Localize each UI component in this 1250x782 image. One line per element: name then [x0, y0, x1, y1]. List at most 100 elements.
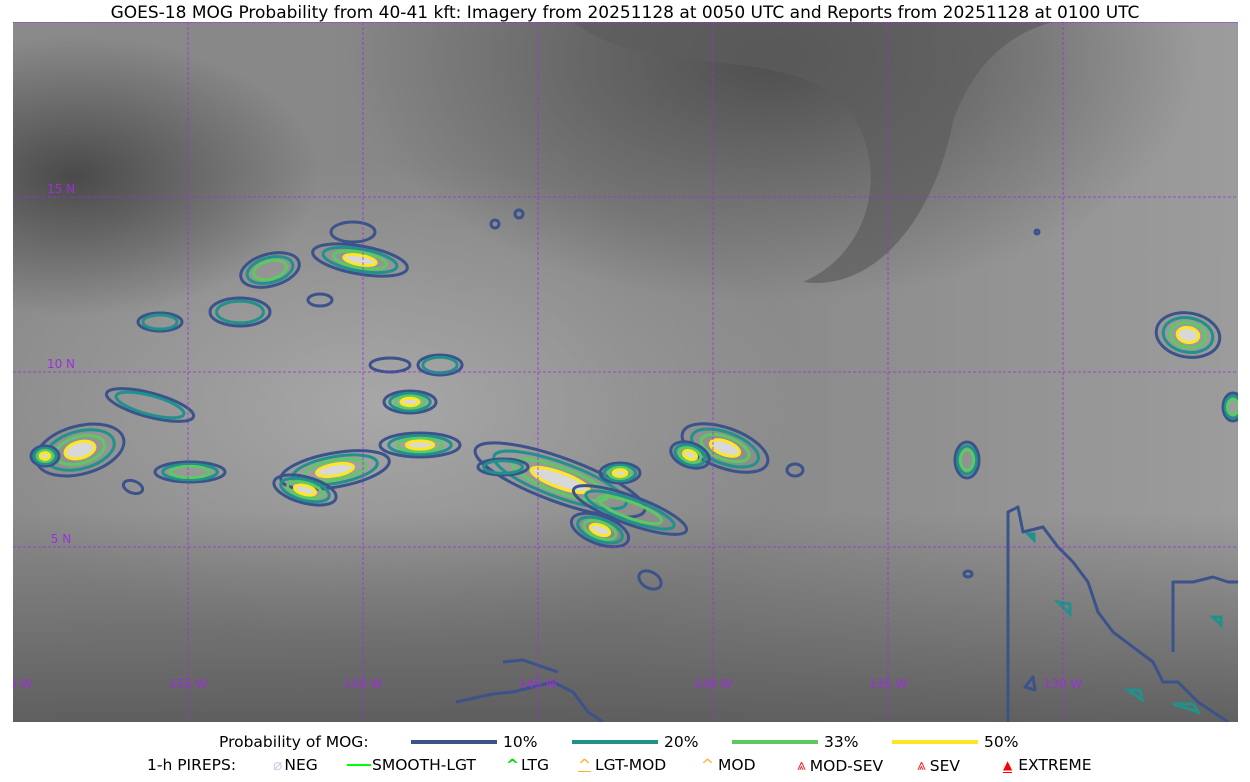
contour-20pct — [584, 489, 676, 531]
pirep-lgt-mod: ^ LGT-MOD — [578, 756, 667, 774]
contour-33pct — [168, 464, 212, 480]
lon-label: 150 W — [344, 677, 383, 691]
contour-10pct — [962, 569, 974, 579]
contour-50pct — [708, 438, 742, 458]
contour-20pct — [956, 444, 978, 476]
contour-10pct — [1033, 228, 1041, 236]
contour-10pct — [502, 658, 559, 674]
double-caret-icon: ⩓ — [917, 756, 926, 774]
contour-20pct — [279, 476, 331, 504]
contour-20pct — [690, 427, 760, 469]
contour-33pct — [396, 436, 444, 454]
contour-20pct — [387, 434, 453, 456]
contour-20pct — [32, 446, 58, 466]
contour-10pct — [153, 460, 227, 484]
pireps-legend-label: 1-h PIREPS: — [147, 756, 237, 774]
contour-10pct — [279, 449, 391, 491]
contour-50pct — [38, 451, 52, 461]
swatch-10 — [411, 740, 497, 744]
double-caret-icon: ^ — [701, 756, 714, 774]
contour-20pct — [1223, 394, 1238, 420]
contour-10pct — [598, 461, 642, 485]
contour-10pct — [637, 569, 663, 591]
contour-10pct — [476, 457, 530, 477]
contour-50pct — [588, 522, 612, 538]
contour-20pct — [388, 391, 432, 413]
contour-10pct — [1023, 675, 1037, 692]
contour-10pct — [329, 220, 377, 244]
contour-20pct — [1172, 702, 1202, 715]
pirep-extreme: ▲ EXTREME — [1003, 756, 1092, 774]
contour-50pct — [1175, 325, 1201, 345]
contour-20pct — [215, 299, 265, 325]
pirep-mod-sev: ⩓ MOD-SEV — [797, 756, 884, 775]
swatch-50 — [892, 740, 978, 744]
contour-10pct — [136, 311, 184, 333]
pirep-ltg: ^ LTG — [506, 756, 549, 774]
line-icon — [347, 764, 371, 766]
contour-10pct — [571, 484, 689, 536]
contour-33pct — [331, 249, 389, 271]
contour-10pct — [953, 440, 981, 480]
contour-20pct — [421, 355, 459, 375]
contour-33pct — [1225, 397, 1238, 417]
contour-33pct — [958, 448, 976, 472]
contour-10pct — [513, 208, 525, 220]
probability-legend-label: Probability of MOG: — [219, 733, 369, 751]
nested-caret-icon: ⩓ — [797, 756, 806, 774]
contour-10pct — [306, 292, 334, 308]
lon-label: 130 W — [1044, 677, 1083, 691]
map-title: GOES-18 MOG Probability from 40-41 kft: … — [110, 3, 1140, 23]
neg-circle-slash-icon: ⌀ — [273, 756, 283, 774]
contour-10pct — [669, 440, 711, 470]
contour-33pct — [252, 258, 288, 282]
contour-50pct — [611, 468, 629, 478]
contour-20pct — [1024, 532, 1036, 544]
contour-50pct — [342, 253, 378, 267]
lat-label: 15 N — [47, 182, 75, 196]
legend-50: 50% — [892, 733, 1018, 751]
contour-10pct — [1154, 311, 1222, 359]
contour-10pct — [378, 431, 462, 459]
contour-10pct — [489, 218, 501, 230]
contour-10pct — [785, 462, 805, 478]
contour-10pct — [1006, 505, 1229, 722]
contour-50pct — [681, 449, 699, 461]
contour-33pct — [393, 394, 427, 410]
lon-label: 145 W — [519, 677, 558, 691]
filled-triangle-icon: ▲ — [1003, 757, 1013, 773]
contour-10pct — [382, 389, 438, 415]
contour-20pct — [1161, 316, 1215, 354]
pirep-neg: ⌀ NEG — [273, 756, 318, 774]
contour-20pct — [1123, 688, 1145, 704]
contour-20pct — [482, 459, 524, 475]
contour-20pct — [492, 449, 628, 511]
contour-33pct — [582, 519, 618, 541]
pirep-mod: ^ MOD — [701, 756, 756, 774]
lon-label: 155 W — [169, 677, 208, 691]
swatch-33 — [732, 740, 818, 744]
underlined-caret-icon: ^ — [578, 756, 591, 774]
lon-label: 135 W — [869, 677, 908, 691]
contour-10pct — [272, 473, 338, 507]
contour-20pct — [1053, 599, 1072, 618]
contour-20pct — [602, 463, 638, 483]
contour-33pct — [607, 465, 633, 481]
lat-lon-grid: 160 W 155 W 150 W 145 W 140 W 135 W 130 W 15 N 1… — [13, 22, 1238, 722]
contour-10pct — [416, 353, 464, 377]
contour-20pct — [1209, 615, 1223, 629]
lat-label: 5 N — [51, 532, 71, 546]
contour-50pct — [399, 396, 421, 408]
contour-10pct — [1221, 391, 1238, 423]
contour-33pct — [35, 448, 55, 464]
lon-label: 160 W — [13, 677, 32, 691]
contour-20pct — [161, 462, 219, 482]
contour-10pct — [29, 444, 61, 468]
contour-20pct — [321, 245, 399, 275]
contour-10pct — [311, 242, 409, 278]
contour-20pct — [114, 390, 186, 420]
swatch-20 — [572, 740, 658, 744]
legend-10: 10% — [411, 733, 537, 751]
contour-50pct — [292, 483, 318, 497]
contour-10pct — [455, 680, 604, 722]
